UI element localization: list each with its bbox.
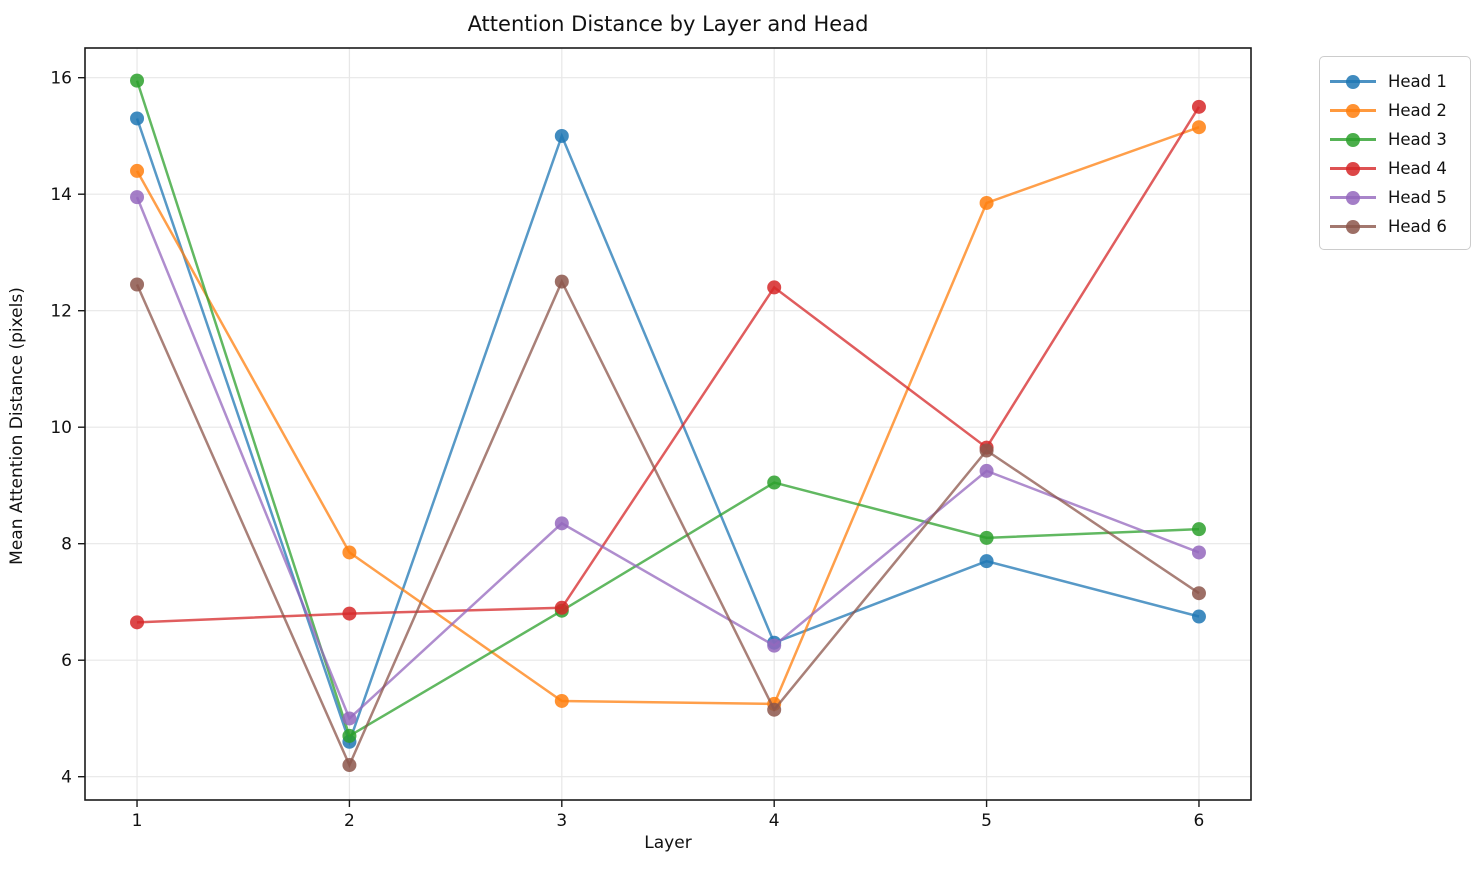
y-axis-label: Mean Attention Distance (pixels) xyxy=(7,287,27,565)
data-point-head-6 xyxy=(554,274,569,289)
legend-item-head-5: Head 5 xyxy=(1330,183,1460,212)
y-tick-label: 12 xyxy=(50,302,72,322)
series-line-head-1 xyxy=(135,118,1200,746)
data-point-head-5 xyxy=(554,516,569,531)
x-tick-label: 5 xyxy=(981,811,992,831)
data-point-head-2 xyxy=(342,545,357,560)
data-point-head-2 xyxy=(554,693,569,708)
data-point-head-3 xyxy=(130,73,145,88)
y-tick-label: 10 xyxy=(50,418,72,438)
data-point-head-5 xyxy=(1191,545,1206,560)
data-point-head-6 xyxy=(979,443,994,458)
data-point-head-3 xyxy=(342,728,357,743)
data-point-head-5 xyxy=(979,463,994,478)
legend-item-head-1: Head 1 xyxy=(1330,67,1460,96)
legend-label: Head 2 xyxy=(1388,101,1447,120)
legend-line-marker-icon xyxy=(1330,131,1376,149)
data-point-head-1 xyxy=(1191,609,1206,624)
y-tick-label: 8 xyxy=(61,535,72,555)
legend-item-head-4: Head 4 xyxy=(1330,154,1460,183)
legend-label: Head 4 xyxy=(1388,159,1447,178)
data-point-head-1 xyxy=(554,128,569,143)
data-point-head-4 xyxy=(767,280,782,295)
series-line-head-6 xyxy=(135,278,1200,769)
legend-label: Head 6 xyxy=(1388,217,1447,236)
legend-item-head-2: Head 2 xyxy=(1330,96,1460,125)
axes-spines xyxy=(84,47,1252,801)
legend-line-marker-icon xyxy=(1330,73,1376,91)
data-point-head-3 xyxy=(1191,522,1206,537)
data-point-head-5 xyxy=(130,190,145,205)
x-tick-label: 6 xyxy=(1194,811,1205,831)
data-point-head-4 xyxy=(554,600,569,615)
y-tick-label: 16 xyxy=(50,69,72,89)
x-tick-label: 3 xyxy=(556,811,567,831)
data-point-head-5 xyxy=(342,711,357,726)
data-point-head-4 xyxy=(1191,99,1206,114)
x-axis-label: Layer xyxy=(644,833,692,853)
data-point-head-1 xyxy=(130,111,145,126)
data-point-head-6 xyxy=(130,277,145,292)
legend-item-head-3: Head 3 xyxy=(1330,125,1460,154)
legend: Head 1 Head 2 Head 3 Head 4 Head 5 Head … xyxy=(1319,56,1471,250)
legend-label: Head 3 xyxy=(1388,130,1447,149)
series-line-head-5 xyxy=(135,196,1200,721)
series-line-head-3 xyxy=(135,80,1200,738)
legend-line-marker-icon xyxy=(1330,218,1376,236)
legend-label: Head 1 xyxy=(1388,72,1447,91)
data-point-head-2 xyxy=(130,163,145,178)
y-tick-label: 4 xyxy=(61,768,72,788)
data-point-head-5 xyxy=(767,638,782,653)
data-point-head-3 xyxy=(979,530,994,545)
data-point-head-2 xyxy=(1191,120,1206,135)
legend-label: Head 5 xyxy=(1388,188,1447,207)
series-line-head-4 xyxy=(136,106,1201,624)
x-tick-label: 2 xyxy=(344,811,355,831)
legend-line-marker-icon xyxy=(1330,189,1376,207)
legend-item-head-6: Head 6 xyxy=(1330,212,1460,241)
chart-title: Attention Distance by Layer and Head xyxy=(467,12,869,36)
data-point-head-2 xyxy=(979,195,994,210)
data-point-head-4 xyxy=(130,615,145,630)
data-point-head-1 xyxy=(979,554,994,569)
y-tick-label: 6 xyxy=(61,651,72,671)
y-tick-label: 14 xyxy=(50,185,72,205)
data-point-head-6 xyxy=(767,702,782,717)
legend-line-marker-icon xyxy=(1330,160,1376,178)
data-point-head-6 xyxy=(1191,586,1206,601)
data-point-head-4 xyxy=(342,606,357,621)
data-point-head-3 xyxy=(767,475,782,490)
data-point-head-6 xyxy=(342,758,357,773)
x-tick-label: 1 xyxy=(132,811,143,831)
series-line-head-2 xyxy=(135,126,1200,706)
legend-line-marker-icon xyxy=(1330,102,1376,120)
x-tick-label: 4 xyxy=(769,811,780,831)
